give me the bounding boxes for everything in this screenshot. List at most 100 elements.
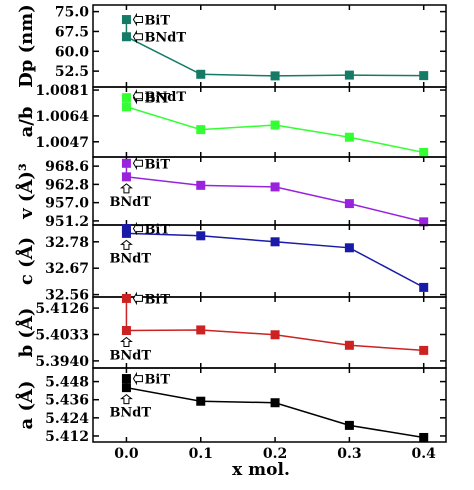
y-axis-label: c (Å) (14, 237, 37, 285)
bit-arrow-icon (132, 291, 143, 306)
y-tick-label: 962.8 (45, 177, 89, 193)
bit-point (121, 293, 131, 303)
y-tick-label: 5.436 (45, 393, 89, 409)
bit-annotation: BiT (144, 157, 170, 172)
data-point (196, 180, 206, 190)
y-tick-label: 1.0081 (35, 83, 89, 99)
panel-frame (92, 367, 447, 443)
bit-arrow-icon (132, 221, 143, 236)
data-point (419, 282, 429, 292)
data-point (270, 120, 280, 130)
data-point (196, 325, 206, 335)
panel-5: 5.412 5.424 5.436 5.448 a (Å) BiT BNdT (14, 367, 447, 445)
y-tick-label: 951.2 (45, 214, 89, 230)
bit-arrow-icon (132, 156, 143, 171)
y-tick-label: 67.5 (55, 24, 89, 40)
y-tick-label: 5.4126 (35, 301, 89, 317)
bit-annotation: BiT (144, 292, 170, 307)
bndt-arrow-icon (120, 239, 133, 250)
bndt-arrow-icon (120, 183, 133, 194)
y-tick-label: 1.0047 (35, 135, 89, 151)
data-point (344, 132, 354, 142)
data-point (121, 228, 131, 238)
series-line (126, 106, 424, 154)
bndt-arrow-icon (120, 336, 133, 348)
data-point (270, 330, 280, 340)
bit-arrow-icon (132, 371, 143, 386)
y-tick-label: 5.448 (45, 375, 89, 391)
data-point (419, 345, 429, 355)
y-tick-label: 32.56 (45, 288, 89, 304)
data-point (196, 69, 206, 79)
bndt-annotation: BNdT (109, 349, 151, 364)
data-point (270, 71, 280, 81)
bndt-arrow-icon (132, 88, 143, 103)
data-point (344, 243, 354, 253)
bit-annotation: BiT (144, 223, 170, 238)
data-point (344, 70, 354, 80)
data-point (419, 217, 429, 227)
data-point (270, 398, 280, 408)
data-point (419, 432, 429, 442)
y-tick-label: 1.0064 (35, 109, 89, 125)
y-tick-label: 5.412 (45, 429, 89, 445)
bit-point (121, 93, 131, 103)
data-point (121, 32, 131, 42)
bndt-annotation: BNdT (109, 406, 151, 421)
y-axis-label: v (Å)³ (14, 163, 37, 220)
x-tick-label: 0.0 (114, 446, 139, 462)
x-axis-label: x mol. (232, 460, 290, 480)
y-axis-label: a/b (16, 107, 37, 138)
bit-point (121, 224, 131, 234)
data-point (419, 71, 429, 81)
bndt-annotation: BNdT (109, 251, 151, 266)
data-point (196, 125, 206, 135)
data-point (270, 237, 280, 247)
panel-0: 52.5 60.0 67.5 75.0 Dp (nm) BiT BNdT (16, 4, 447, 88)
y-tick-label: 5.4033 (35, 327, 89, 343)
x-tick-label: 0.1 (189, 446, 213, 462)
data-point (196, 396, 206, 406)
y-axis-label: b (Å) (14, 308, 37, 358)
bndt-annotation: BNdT (109, 195, 151, 210)
data-point (121, 383, 131, 393)
bndt-arrow-icon (132, 29, 143, 44)
bit-arrow-icon (132, 12, 143, 27)
bit-annotation: BiT (144, 14, 170, 29)
x-tick-label: 0.3 (337, 446, 361, 462)
y-tick-label: 968.6 (45, 159, 89, 175)
data-point (121, 172, 131, 182)
y-tick-label: 5.3940 (35, 354, 89, 370)
y-tick-label: 52.5 (55, 64, 89, 80)
y-axis-label: a (Å) (14, 381, 37, 430)
chart-panels: 52.560.067.575.0Dp (nm) BiTBNdT1.00471.00… (14, 4, 447, 445)
y-tick-label: 5.424 (45, 411, 89, 427)
panel-2: 951.2 957.0 962.8 968.6 v (Å)³ BiT BNdT (14, 156, 447, 230)
data-point (121, 326, 131, 336)
data-point (344, 199, 354, 209)
bit-point (121, 15, 131, 25)
bit-point (121, 158, 131, 168)
bit-annotation: BiT (144, 373, 170, 388)
bndt-arrow-icon (120, 393, 133, 405)
data-point (344, 340, 354, 350)
y-tick-label: 32.67 (45, 261, 89, 277)
y-tick-label: 957.0 (45, 196, 89, 212)
data-point (121, 102, 131, 112)
series-line (126, 386, 424, 439)
bit-annotation: BiT (144, 92, 170, 107)
y-axis-label: Dp (nm) (16, 4, 37, 88)
y-tick-label: 60.0 (55, 44, 89, 60)
data-point (270, 182, 280, 192)
data-point (196, 231, 206, 241)
bndt-annotation: BNdT (144, 90, 186, 105)
x-axis: x mol. 0.0 0.1 0.2 0.3 0.4 (114, 446, 436, 480)
x-tick-label: 0.2 (263, 446, 287, 462)
y-tick-label: 75.0 (55, 5, 89, 21)
data-point (344, 420, 354, 430)
x-tick-label: 0.4 (412, 446, 437, 462)
data-point (419, 147, 429, 157)
